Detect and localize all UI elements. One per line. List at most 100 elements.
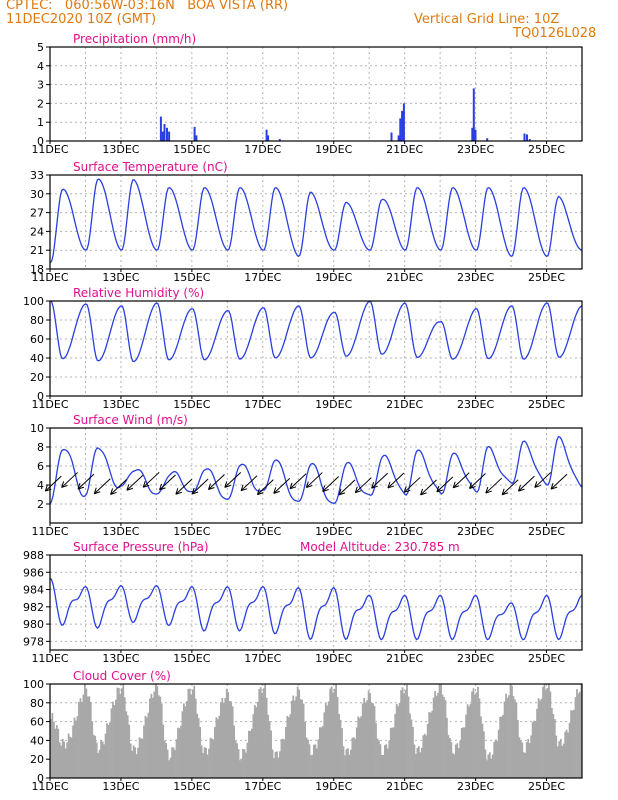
cloud-bar bbox=[398, 702, 401, 778]
cloud-bar bbox=[508, 695, 510, 778]
wind-arrow-head bbox=[469, 482, 476, 489]
cloud-bar bbox=[88, 696, 91, 778]
cloud-bar bbox=[177, 727, 179, 778]
x-tick-label: 15DEC bbox=[173, 652, 210, 665]
x-tick-label: 17DEC bbox=[244, 143, 281, 156]
cloud-bar bbox=[61, 738, 64, 778]
cloud-bar bbox=[446, 717, 448, 778]
x-tick-label: 15DEC bbox=[173, 271, 210, 284]
cloud-bar bbox=[522, 752, 525, 778]
cloud-bar bbox=[166, 749, 169, 778]
wind-arrow-head bbox=[110, 488, 117, 495]
wind-arrow bbox=[305, 472, 323, 489]
cloud-bar bbox=[348, 754, 351, 778]
cloud-bar bbox=[533, 720, 536, 778]
wind-arrow-shaft bbox=[159, 474, 176, 491]
wind-arrow-head bbox=[224, 481, 231, 488]
cloud-bar bbox=[267, 714, 270, 778]
cloud-bar bbox=[250, 728, 253, 778]
cloud-bar bbox=[234, 741, 237, 778]
y-tick-label: 4 bbox=[37, 479, 44, 492]
wind-arrow-shaft bbox=[452, 472, 470, 489]
x-tick-label: 17DEC bbox=[244, 780, 281, 793]
cloud-bar bbox=[503, 701, 506, 778]
wind-arrow-head bbox=[142, 481, 150, 488]
cloud-bar bbox=[171, 747, 173, 778]
cloud-bar bbox=[159, 696, 162, 778]
y-tick-label: 80 bbox=[30, 314, 44, 327]
cloud-bar bbox=[400, 690, 403, 778]
cloud-bar bbox=[317, 739, 320, 778]
cloud-bar bbox=[403, 693, 405, 778]
cloud-bar bbox=[154, 684, 157, 778]
cloud-bar bbox=[202, 753, 204, 778]
y-tick-label: 1 bbox=[37, 116, 44, 129]
cloud-bar bbox=[426, 724, 429, 778]
wind-arrow-shaft bbox=[257, 479, 274, 495]
precip-bar bbox=[472, 88, 475, 141]
cloud-bar bbox=[556, 746, 559, 778]
cloud-bar bbox=[459, 740, 462, 778]
cloud-bar bbox=[187, 688, 190, 778]
cloud-bar bbox=[518, 737, 521, 778]
x-tick-label: 19DEC bbox=[315, 652, 352, 665]
cloud-bar bbox=[488, 752, 491, 778]
wind-line bbox=[49, 435, 583, 505]
cloud-bar bbox=[78, 702, 80, 778]
wind-arrow-shaft bbox=[175, 478, 193, 495]
cloud-bar bbox=[497, 729, 500, 778]
cloud-bar bbox=[239, 760, 241, 778]
x-tick-label: 15DEC bbox=[173, 143, 210, 156]
x-tick-label: 11DEC bbox=[31, 652, 68, 665]
x-tick-label: 11DEC bbox=[31, 398, 68, 411]
cloud-bar bbox=[277, 757, 280, 778]
cloud-bar bbox=[382, 755, 385, 778]
cloud-bar bbox=[321, 726, 324, 778]
cloud-bar bbox=[333, 688, 336, 778]
cloud-bar bbox=[345, 749, 348, 778]
cloud-bar bbox=[147, 712, 150, 778]
cloud-bar bbox=[335, 684, 337, 778]
precip-bar bbox=[166, 127, 168, 141]
wind-arrow-head bbox=[159, 483, 166, 491]
x-tick-label: 17DEC bbox=[244, 271, 281, 284]
y-tick-label: 984 bbox=[23, 584, 44, 597]
cloud-bar bbox=[86, 696, 89, 778]
cloud-bar bbox=[558, 741, 561, 778]
cloud-bar bbox=[481, 723, 484, 778]
cloud-bar bbox=[228, 701, 231, 778]
cloud-bar bbox=[225, 688, 228, 778]
wind-arrow-shaft bbox=[403, 476, 421, 493]
cloud-bar bbox=[316, 748, 318, 778]
x-tick-label: 13DEC bbox=[102, 398, 139, 411]
cloud-bar bbox=[351, 737, 354, 778]
cloud-bar bbox=[60, 745, 63, 778]
cloud-bar bbox=[233, 725, 236, 778]
cloud-bar bbox=[273, 758, 275, 778]
wind-arrow bbox=[77, 473, 95, 490]
cloud-bar bbox=[477, 686, 479, 778]
x-tick-label: 19DEC bbox=[315, 398, 352, 411]
cloud-bar bbox=[531, 722, 534, 778]
cloud-bar bbox=[57, 728, 60, 778]
cloud-bar bbox=[324, 703, 327, 778]
cloud-bar bbox=[444, 700, 447, 778]
cloud-bar bbox=[323, 712, 326, 778]
panel-frame bbox=[49, 427, 583, 524]
cloud-bar bbox=[468, 706, 470, 778]
precip-bar bbox=[526, 134, 528, 141]
cloud-bar bbox=[536, 708, 538, 778]
wind-arrow-shaft bbox=[126, 474, 144, 491]
cloud-bar bbox=[561, 746, 564, 778]
wind-arrow-shaft bbox=[420, 479, 437, 496]
panel-frame bbox=[49, 300, 583, 397]
wind-arrow bbox=[191, 478, 209, 495]
cloud-bar bbox=[98, 749, 101, 778]
wind-arrow bbox=[273, 478, 291, 494]
cloud-bar bbox=[363, 698, 366, 778]
cloud-bar bbox=[548, 684, 550, 778]
cloud-bar bbox=[539, 700, 541, 778]
wind-arrow-head bbox=[517, 484, 525, 492]
cloud-bar bbox=[576, 689, 578, 778]
cloud-bar bbox=[134, 747, 137, 778]
